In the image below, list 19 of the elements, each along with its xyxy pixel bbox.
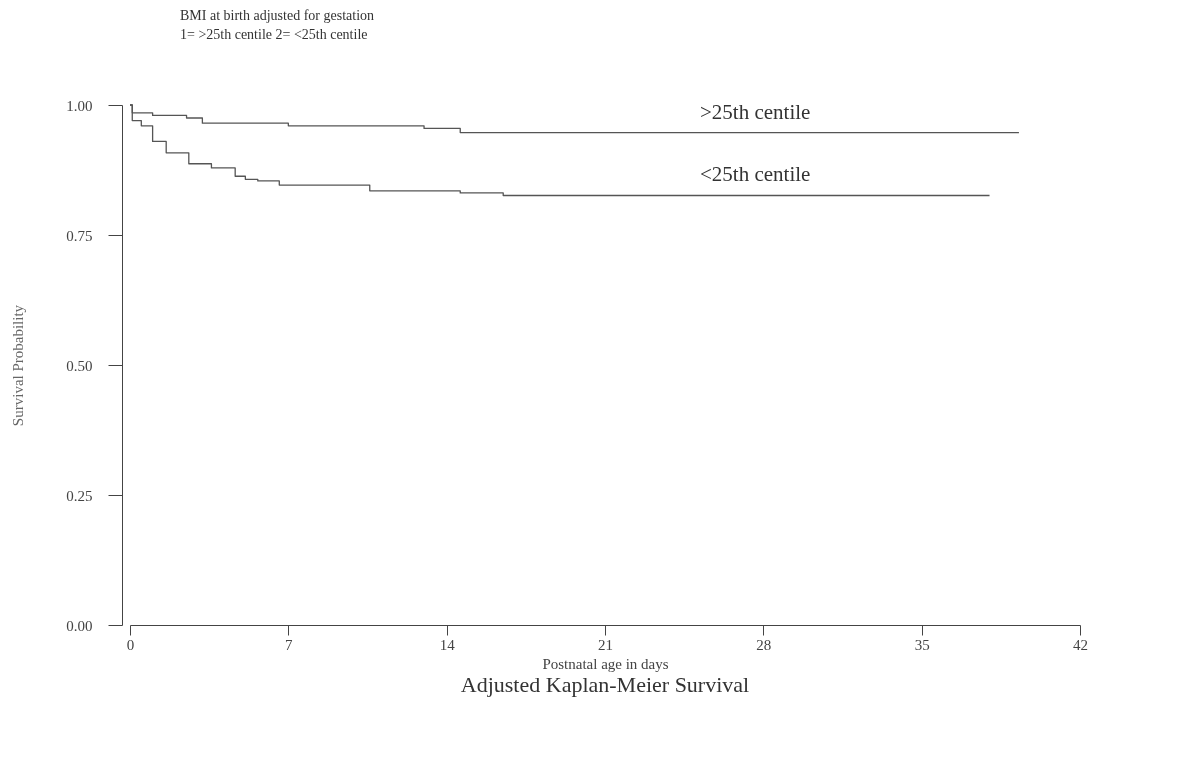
x-tick-label: 28 bbox=[756, 636, 772, 653]
y-tick-label: 0.50 bbox=[66, 357, 93, 374]
y-tick-label: 0.75 bbox=[66, 227, 93, 244]
x-tick-label: 42 bbox=[1073, 636, 1088, 653]
x-tick-label: 21 bbox=[598, 636, 613, 653]
x-tick-label: 35 bbox=[914, 636, 930, 653]
series-label: >25th centile bbox=[700, 99, 811, 124]
x-tick-label: 14 bbox=[439, 636, 456, 653]
text: Adjusted Kaplan-Meier Survival bbox=[460, 672, 750, 697]
y-tick-label: 0.00 bbox=[66, 617, 93, 634]
x-tick-label: 7 bbox=[285, 636, 294, 653]
text: BMI at birth adjusted for gestation bbox=[180, 7, 375, 25]
y-tick-label: 1.00 bbox=[66, 97, 93, 114]
x-axis-title: Postnatal age in days bbox=[542, 655, 669, 672]
y-axis-title: Survival Probability bbox=[10, 304, 27, 427]
y-tick-label: 0.25 bbox=[66, 487, 93, 504]
x-tick-label: 0 bbox=[126, 636, 135, 653]
text: 1= >25th centile 2= <25th centile bbox=[180, 26, 369, 44]
series-label: <25th centile bbox=[700, 162, 811, 187]
